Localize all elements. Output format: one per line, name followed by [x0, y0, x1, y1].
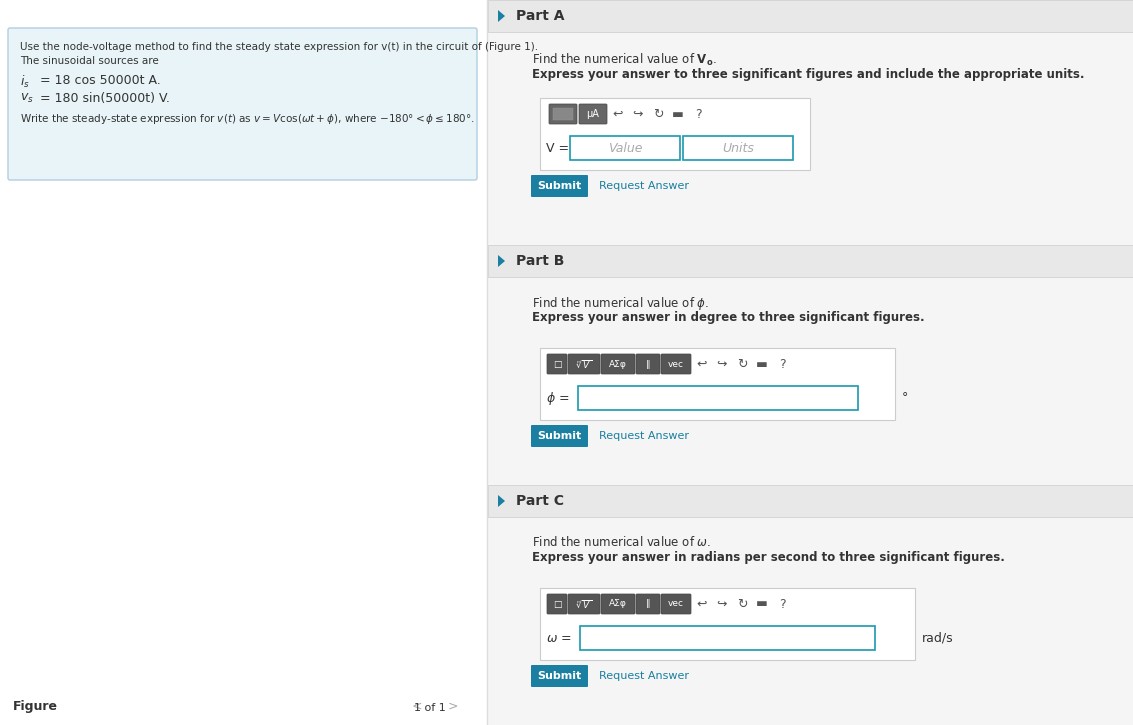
Text: 1 of 1: 1 of 1 [415, 703, 446, 713]
Text: Submit: Submit [537, 431, 581, 441]
Text: Express your answer in radians per second to three significant figures.: Express your answer in radians per secon… [533, 551, 1005, 564]
Text: μA: μA [587, 109, 599, 119]
Text: □: □ [553, 600, 561, 608]
Bar [488, 0, 1133, 725]
Text: V =: V = [546, 141, 569, 154]
Text: ↩: ↩ [697, 357, 707, 370]
FancyBboxPatch shape [636, 354, 661, 374]
FancyBboxPatch shape [550, 104, 577, 124]
Text: $i_s$: $i_s$ [20, 74, 29, 90]
Bar [540, 348, 895, 420]
Text: Express your answer to three significant figures and include the appropriate uni: Express your answer to three significant… [533, 68, 1084, 81]
Text: ↪: ↪ [717, 357, 727, 370]
Text: ▬: ▬ [672, 107, 684, 120]
Text: ▬: ▬ [756, 357, 768, 370]
Text: Figure: Figure [12, 700, 58, 713]
Bar [488, 485, 1133, 517]
Text: Submit: Submit [537, 181, 581, 191]
FancyBboxPatch shape [531, 665, 588, 687]
Text: Request Answer: Request Answer [599, 431, 689, 441]
FancyBboxPatch shape [8, 28, 477, 180]
Text: vec: vec [668, 360, 684, 368]
Text: >: > [448, 700, 459, 713]
FancyBboxPatch shape [661, 354, 691, 374]
Text: = 18 cos 50000t A.: = 18 cos 50000t A. [40, 74, 161, 87]
Polygon shape [499, 495, 505, 507]
Text: ‖: ‖ [646, 600, 650, 608]
Text: $\sqrt[n]{V}$: $\sqrt[n]{V}$ [576, 598, 593, 610]
Bar [540, 98, 810, 170]
Bar [683, 136, 793, 160]
FancyBboxPatch shape [568, 354, 600, 374]
FancyBboxPatch shape [661, 594, 691, 614]
Text: Request Answer: Request Answer [599, 181, 689, 191]
Text: ▬: ▬ [756, 597, 768, 610]
Bar [580, 626, 875, 650]
Text: Find the numerical value of $\phi$.: Find the numerical value of $\phi$. [533, 295, 709, 312]
Text: AΣφ: AΣφ [610, 600, 627, 608]
Text: <: < [412, 700, 423, 713]
Text: Units: Units [722, 141, 753, 154]
Text: ↻: ↻ [653, 107, 663, 120]
Text: ?: ? [778, 597, 785, 610]
Polygon shape [499, 255, 505, 267]
Text: Write the steady-state expression for $v(t)$ as $v = V\cos(\omega t + \phi)$, wh: Write the steady-state expression for $v… [20, 112, 475, 126]
Text: Part A: Part A [516, 9, 564, 23]
FancyBboxPatch shape [531, 425, 588, 447]
Bar [540, 588, 915, 660]
Text: ↩: ↩ [613, 107, 623, 120]
FancyBboxPatch shape [568, 594, 600, 614]
Text: ?: ? [695, 107, 701, 120]
Text: $\sqrt[n]{V}$: $\sqrt[n]{V}$ [576, 358, 593, 370]
Text: vec: vec [668, 600, 684, 608]
Text: Find the numerical value of $\omega$.: Find the numerical value of $\omega$. [533, 535, 712, 549]
Text: rad/s: rad/s [922, 631, 954, 645]
Text: AΣφ: AΣφ [610, 360, 627, 368]
Text: $\phi$ =: $\phi$ = [546, 389, 570, 407]
Text: Submit: Submit [537, 671, 581, 681]
Bar [488, 245, 1133, 277]
Text: Request Answer: Request Answer [599, 671, 689, 681]
FancyBboxPatch shape [579, 104, 607, 124]
Bar [488, 0, 1133, 32]
FancyBboxPatch shape [531, 175, 588, 197]
FancyBboxPatch shape [547, 594, 566, 614]
Bar [570, 136, 680, 160]
Text: Part B: Part B [516, 254, 564, 268]
Text: Express your answer in degree to three significant figures.: Express your answer in degree to three s… [533, 311, 925, 324]
Text: $v_s$: $v_s$ [20, 92, 34, 105]
Text: Find the numerical value of $\mathbf{V_o}$.: Find the numerical value of $\mathbf{V_o… [533, 52, 716, 68]
FancyBboxPatch shape [600, 354, 634, 374]
Text: ↻: ↻ [736, 357, 748, 370]
Text: Use the node-voltage method to find the steady state expression for v(t) in the : Use the node-voltage method to find the … [20, 42, 538, 52]
Text: ↪: ↪ [632, 107, 644, 120]
Text: = 180 sin(50000t) V.: = 180 sin(50000t) V. [40, 92, 170, 105]
Bar [578, 386, 858, 410]
Text: ‖: ‖ [646, 360, 650, 368]
Polygon shape [499, 10, 505, 22]
Bar [553, 108, 573, 120]
Text: The sinusoidal sources are: The sinusoidal sources are [20, 56, 159, 66]
Text: ↩: ↩ [697, 597, 707, 610]
Text: ↪: ↪ [717, 597, 727, 610]
Text: Value: Value [607, 141, 642, 154]
Text: ↻: ↻ [736, 597, 748, 610]
Text: ?: ? [778, 357, 785, 370]
FancyBboxPatch shape [600, 594, 634, 614]
FancyBboxPatch shape [636, 594, 661, 614]
Text: □: □ [553, 360, 561, 368]
FancyBboxPatch shape [547, 354, 566, 374]
Text: Part C: Part C [516, 494, 564, 508]
Text: °: ° [902, 392, 909, 405]
Text: $\omega$ =: $\omega$ = [546, 631, 572, 645]
